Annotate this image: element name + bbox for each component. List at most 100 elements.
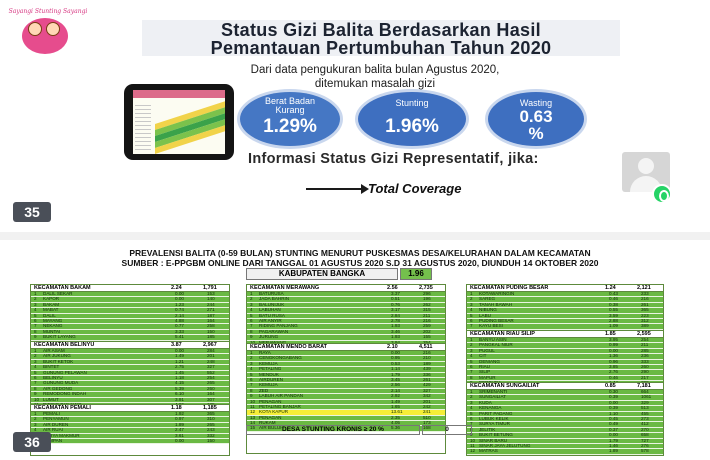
- table-cell: 6: [470, 318, 473, 323]
- table-cell: 6: [250, 318, 253, 323]
- th-name: KECAMATAN BAKAM: [34, 285, 91, 291]
- table-row: 11 PETALING BANJAR 1.65 242: [247, 404, 445, 411]
- table-cell: 4: [250, 308, 253, 313]
- table-cell: 2: [34, 297, 37, 302]
- table-cell: SAREG: [479, 297, 496, 302]
- th-name: KECAMATAN PUDING BESAR: [470, 285, 549, 291]
- table-cell: 1: [470, 292, 473, 296]
- table-cell: 3.46: [391, 329, 400, 334]
- kecamatan-table: KECAMATAN MENDO BARAT 2.10 4,511 1 RAYA 0.00 2…: [246, 343, 446, 454]
- stat-value: 1.96%: [385, 116, 439, 137]
- table-cell: 0.51: [391, 297, 400, 302]
- table-cell: 259: [423, 324, 431, 329]
- table-cell: 244: [207, 302, 215, 307]
- stat-bubble-stunting: Stunting 1.96%: [358, 92, 466, 146]
- table-cell: AIR RUAI: [43, 428, 63, 433]
- table-cell: 0.96: [609, 359, 618, 364]
- th-prev: 2.24: [171, 285, 182, 291]
- table-cell: 4: [470, 354, 473, 359]
- table-cell: 1.93: [391, 324, 400, 329]
- table-cell: 276: [641, 443, 649, 448]
- table-cell: 0.99: [609, 343, 618, 348]
- table-cell: 1.36: [609, 354, 618, 359]
- table-row: 3 TANAH BAWAH 0.38 261: [467, 302, 663, 309]
- table-cell: SEMPAN: [43, 438, 63, 443]
- table-cell: 0.76: [391, 302, 400, 307]
- table-cell: 189: [423, 361, 431, 366]
- child-icon: [46, 22, 60, 36]
- table-cell: 140: [207, 297, 215, 302]
- table-cell: 173: [423, 421, 431, 426]
- table-header: KECAMATAN BAKAM 2.24 1,791: [31, 285, 229, 292]
- table-cell: 0.97: [175, 417, 184, 422]
- table-cell: 3: [470, 400, 473, 405]
- table-cell: PAGARAWAN: [259, 329, 289, 334]
- table-cell: 164: [207, 318, 215, 323]
- table-cell: CIT: [479, 354, 487, 359]
- table-cell: 7: [34, 381, 37, 386]
- table-row: 1 BANYU ASIN 3.95 254: [467, 338, 663, 344]
- table-cell: 3.37: [391, 292, 400, 296]
- table-cell: LABUHAN: [259, 308, 281, 313]
- table-cell: 216: [423, 351, 431, 355]
- table-cell: 258: [207, 324, 215, 329]
- table-row: 1 KOTAWARINGIN 0.43 233: [467, 292, 663, 298]
- table-cell: 3.45: [391, 377, 400, 382]
- table-cell: 4.88: [175, 318, 184, 323]
- table-cell: 5: [470, 313, 473, 318]
- table-row: 10 PENAGAN 1.49 201: [247, 399, 445, 405]
- table-cell: 4: [470, 406, 473, 411]
- th-n: 1,185: [203, 405, 217, 411]
- table-cell: 1.79: [609, 438, 618, 443]
- table-cell: 265: [207, 422, 215, 427]
- table-cell: 439: [423, 367, 431, 372]
- table-cell: 10: [250, 399, 256, 404]
- coverage-text: Total Coverage: [368, 181, 462, 196]
- table-row: 4 BINTET 2.75 327: [31, 365, 229, 371]
- table-cell: 216: [423, 318, 431, 323]
- table-cell: 4: [470, 308, 473, 313]
- table-row: 6 RIAU 3.85 260: [467, 364, 663, 371]
- table-cell: 7: [250, 383, 253, 388]
- table-cell: 260: [207, 386, 215, 391]
- table-cell: 5: [470, 359, 473, 364]
- table-cell: 389: [641, 324, 649, 329]
- kabupaten-value: 1.96: [400, 268, 432, 280]
- table-cell: 4.05: [391, 421, 400, 426]
- table-cell: RAYA: [259, 351, 271, 355]
- table-cell: 1.93: [391, 335, 400, 340]
- table-row: 4 KENANGA 0.39 513: [467, 406, 663, 412]
- table-row: 8 PAGARAWAN 3.46 202: [247, 329, 445, 336]
- table-cell: DENIANG: [479, 359, 500, 364]
- table-cell: 150: [207, 438, 215, 443]
- table-cell: 412: [641, 422, 649, 427]
- table-row: 9 REMODONG INDAH 6.10 164: [31, 392, 229, 398]
- table-row: 5 DALIL 2.14 187: [31, 313, 229, 319]
- table-cell: 2.35: [391, 415, 400, 420]
- whatsapp-icon[interactable]: [652, 184, 672, 204]
- slide-prevalensi: PREVALENSI BALITA (0-59 BULAN) STUNTING …: [0, 240, 710, 460]
- table-cell: PANGKAL NIUR: [479, 343, 513, 348]
- table-cell: 1.89: [609, 449, 618, 454]
- table-cell: 265: [207, 381, 215, 386]
- table-cell: 0.43: [609, 292, 618, 296]
- table-cell: 164: [207, 392, 215, 397]
- table-cell: 5: [250, 313, 253, 318]
- table-row: 3 AIR DUREN 1.89 265: [31, 422, 229, 429]
- table-cell: KEMUJA: [259, 361, 278, 366]
- table-cell: 242: [423, 404, 431, 409]
- th-n: 2,595: [637, 331, 651, 337]
- th-name: KECAMATAN MERAWANG: [250, 285, 320, 291]
- table-cell: MENDUK: [259, 372, 279, 377]
- table-cell: 285: [641, 348, 649, 353]
- table-cell: 0.00: [609, 433, 618, 438]
- table-cell: 1.23: [175, 302, 184, 307]
- table-cell: 5: [34, 313, 37, 318]
- table-cell: 1: [34, 412, 37, 416]
- table-row: 4 CIT 1.36 236: [467, 354, 663, 360]
- table-cell: PENAGAN: [259, 399, 282, 404]
- table-row: 7 KAYU BESI 1.09 389: [467, 324, 663, 330]
- stat-label: Kurang: [275, 105, 305, 115]
- table-cell: 202: [423, 329, 431, 334]
- table-header: KECAMATAN BELINYU 3.87 2,967: [31, 342, 229, 349]
